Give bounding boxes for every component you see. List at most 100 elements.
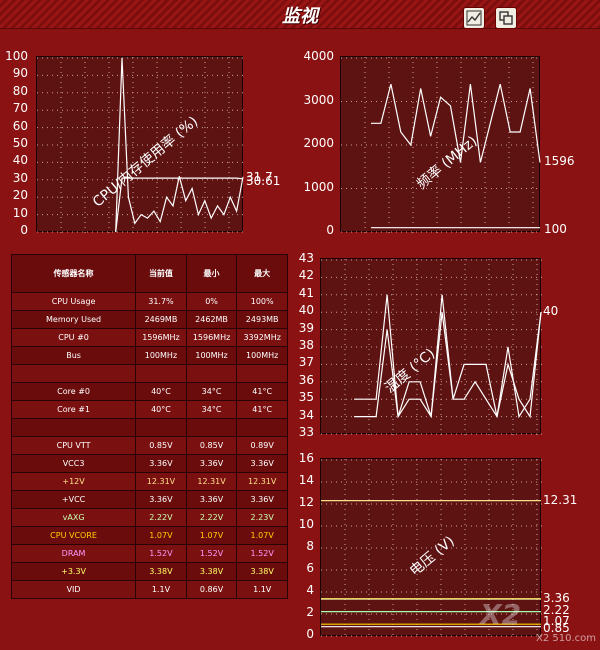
table-cell-name: VID — [10, 580, 137, 599]
col-header-current: 当前值 — [135, 254, 187, 293]
table-row: CPU VTT 0.85V 0.85V 0.89V — [10, 436, 288, 455]
table-row: vAXG 2.22V 2.22V 2.23V — [10, 508, 288, 527]
freq-current-value: 1596 — [544, 154, 575, 168]
table-cell-cur: 3.36V — [135, 490, 187, 509]
table-cell-max: 3.38V — [236, 562, 288, 581]
table-cell-name: VCC3 — [10, 454, 137, 473]
table-cell-cur: 1.1V — [135, 580, 187, 599]
table-row: Bus 100MHz 100MHz 100MHz — [10, 346, 288, 365]
col-header-min: 最小 — [185, 254, 238, 293]
y-tick-label: 41 — [298, 285, 314, 300]
table-row: Core #1 40°C 34°C 41°C — [10, 400, 288, 419]
volt-12v-value: 12.31 — [543, 493, 578, 507]
table-cell-max: 100MHz — [236, 346, 288, 365]
table-cell-name — [10, 418, 137, 437]
table-row: Core #0 40°C 34°C 41°C — [10, 382, 288, 401]
table-cell-cur: 1.52V — [135, 544, 187, 563]
volt-vtt-value: 0.85 — [543, 621, 570, 635]
bus-current-value: 100 — [544, 222, 567, 236]
y-tick-label: 30 — [12, 170, 28, 185]
y-tick-label: 12 — [298, 495, 314, 509]
y-tick-label: 100 — [5, 49, 28, 63]
table-cell-cur: 3.36V — [135, 454, 187, 473]
y-tick-label: 10 — [12, 205, 28, 220]
line-chart-icon — [466, 10, 482, 26]
table-cell-name: DRAM — [10, 544, 137, 563]
table-cell-max: 3.36V — [236, 454, 288, 473]
table-cell-cur: 3.38V — [135, 562, 187, 581]
table-row: CPU #0 1596MHz 1596MHz 3392MHz — [10, 328, 288, 347]
y-tick-label: 20 — [12, 188, 28, 203]
temp-series-core0 — [354, 294, 542, 419]
table-cell-name: +VCC — [10, 490, 137, 509]
table-cell-name: CPU VCORE — [10, 526, 137, 545]
frequency-chart — [340, 56, 541, 233]
table-cell-min: 34°C — [185, 382, 238, 401]
sensor-table: 传感器名称 当前值 最小 最大 CPU Usage 31.7% 0% 100% Memo… — [10, 254, 288, 599]
table-cell-name: Bus — [10, 346, 137, 365]
restore-window-icon — [499, 11, 513, 25]
table-cell-max: 1.52V — [236, 544, 288, 563]
cpu-current-value: 31.7 — [246, 170, 273, 184]
y-tick-label: 10 — [298, 517, 314, 531]
y-tick-label: 35 — [298, 390, 314, 405]
table-cell-name: +3.3V — [10, 562, 137, 581]
table-cell-name: CPU VTT — [10, 436, 137, 455]
temp-series-core1 — [354, 312, 542, 419]
y-tick-label: 0 — [306, 627, 314, 641]
table-cell-min: 3.38V — [185, 562, 238, 581]
table-row — [10, 364, 288, 383]
table-cell-max: 3392MHz — [236, 328, 288, 347]
table-cell-max: 1.07V — [236, 526, 288, 545]
table-cell-min — [185, 418, 238, 437]
y-tick-label: 0 — [326, 223, 334, 237]
table-row: VID 1.1V 0.86V 1.1V — [10, 580, 288, 599]
table-cell-max: 100% — [236, 292, 288, 311]
table-cell-cur: 0.85V — [135, 436, 187, 455]
table-cell-max: 1.1V — [236, 580, 288, 599]
y-tick-label: 37 — [298, 355, 314, 370]
temperature-chart — [320, 258, 542, 435]
y-tick-label: 4000 — [303, 49, 334, 63]
table-cell-max — [236, 418, 288, 437]
y-tick-label: 42 — [298, 268, 314, 283]
y-tick-label: 80 — [12, 83, 28, 98]
table-cell-max: 2493MB — [236, 310, 288, 329]
freq-series-cpu0 — [371, 83, 541, 163]
table-row: CPU Usage 31.7% 0% 100% — [10, 292, 288, 311]
volt-vaxg-value: 2.22 — [543, 603, 570, 617]
table-cell-cur — [135, 364, 187, 383]
table-cell-name: vAXG — [10, 508, 137, 527]
col-header-name: 传感器名称 — [10, 254, 137, 293]
y-tick-label: 33 — [298, 425, 314, 439]
y-tick-label: 40 — [12, 153, 28, 168]
table-row: DRAM 1.52V 1.52V 1.52V — [10, 544, 288, 563]
volt-vcc3-value: 3.36 — [543, 591, 570, 605]
table-cell-min: 3.36V — [185, 490, 238, 509]
table-cell-name: Core #1 — [10, 400, 137, 419]
y-tick-label: 50 — [12, 136, 28, 150]
table-cell-min: 1596MHz — [185, 328, 238, 347]
y-tick-label: 2 — [306, 605, 314, 619]
table-cell-min: 1.07V — [185, 526, 238, 545]
table-cell-min — [185, 364, 238, 383]
chart-view-button[interactable] — [463, 7, 485, 29]
table-cell-name: Memory Used — [10, 310, 137, 329]
table-cell-min: 34°C — [185, 400, 238, 419]
table-cell-cur: 2469MB — [135, 310, 187, 329]
table-cell-name: Core #0 — [10, 382, 137, 401]
temp-current-value: 40 — [543, 304, 559, 318]
table-row: +VCC 3.36V 3.36V 3.36V — [10, 490, 288, 509]
table-cell-cur: 1.07V — [135, 526, 187, 545]
col-header-max: 最大 — [236, 254, 288, 293]
y-tick-label: 1000 — [303, 179, 334, 194]
title-bar: 监视 — [0, 0, 600, 29]
table-row: VCC3 3.36V 3.36V 3.36V — [10, 454, 288, 473]
table-row: Memory Used 2469MB 2462MB 2493MB — [10, 310, 288, 329]
restore-window-button[interactable] — [495, 7, 517, 29]
table-row: CPU VCORE 1.07V 1.07V 1.07V — [10, 526, 288, 545]
y-tick-label: 70 — [12, 101, 28, 116]
table-cell-max: 41°C — [236, 400, 288, 419]
volt-plot-svg — [321, 459, 542, 637]
table-cell-max: 12.31V — [236, 472, 288, 491]
